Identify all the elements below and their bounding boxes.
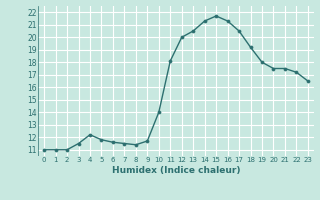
X-axis label: Humidex (Indice chaleur): Humidex (Indice chaleur)	[112, 166, 240, 175]
